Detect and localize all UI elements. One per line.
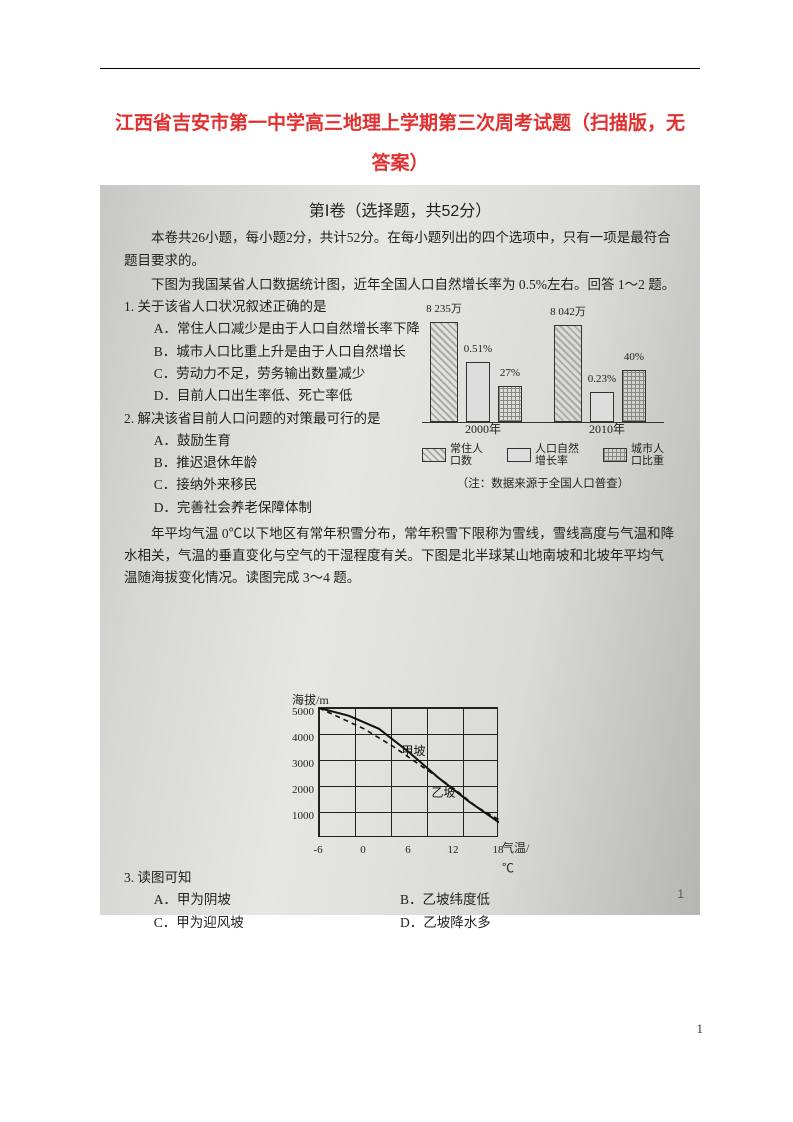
legend-pop: 常住人口数 xyxy=(422,443,483,467)
header-rule xyxy=(100,68,700,69)
title-line-1: 江西省吉安市第一中学高三地理上学期第三次周考试题（扫描版，无 xyxy=(100,104,700,144)
legend-city: 城市人口比重 xyxy=(603,443,664,467)
bar-pop-2010 xyxy=(554,325,582,422)
bar-city-2000 xyxy=(498,386,522,422)
bar-chart-note: （注：数据来源于全国人口普查） xyxy=(408,475,678,494)
population-bar-chart: 8 235万 0.51% 27% 2000年 8 042万 0.23% 40% … xyxy=(408,303,678,503)
scan-page-number: 1 xyxy=(677,885,684,905)
year-2000-label: 2000年 xyxy=(465,420,501,440)
xtick-n6: -6 xyxy=(313,841,322,859)
section-header: 第Ⅰ卷（选择题，共52分） xyxy=(124,199,676,225)
legend-nat-swatch xyxy=(507,448,531,462)
bar-nat-2010 xyxy=(590,392,614,422)
scanned-page: 第Ⅰ卷（选择题，共52分） 本卷共26小题，每小题2分，共计52分。在每小题列出… xyxy=(100,185,700,915)
pop-2010-label: 8 042万 xyxy=(550,303,586,321)
yi-label: 乙坡 xyxy=(432,785,456,799)
bar-legend: 常住人口数 人口自然增长率 城市人口比重 xyxy=(422,443,664,467)
q3-option-a: A．甲为阴坡 xyxy=(124,889,400,911)
bar-pop-2000 xyxy=(430,322,458,422)
ytick-1000: 1000 xyxy=(278,807,314,825)
city-2010-label: 40% xyxy=(624,348,644,366)
instructions: 本卷共26小题，每小题2分，共计52分。在每小题列出的四个选项中，只有一项是最符… xyxy=(124,227,676,272)
jia-series xyxy=(319,708,499,822)
yi-series xyxy=(319,708,499,820)
q3-option-c: C．甲为迎风坡 xyxy=(124,912,400,934)
document-title: 江西省吉安市第一中学高三地理上学期第三次周考试题（扫描版，无 答案） xyxy=(100,104,700,184)
legend-nat-text: 人口自然增长率 xyxy=(535,443,579,467)
bar-city-2010 xyxy=(622,370,646,422)
q3-option-b: B．乙坡纬度低 xyxy=(400,889,676,911)
xtick-0: 0 xyxy=(360,841,366,859)
ytick-2000: 2000 xyxy=(278,781,314,799)
page-number: 1 xyxy=(697,1021,704,1037)
q3-stem: 3. 读图可知 xyxy=(124,867,676,889)
xtick-12: 12 xyxy=(448,841,459,859)
bar-plot-area: 8 235万 0.51% 27% 2000年 8 042万 0.23% 40% … xyxy=(422,303,664,423)
nat-2010-label: 0.23% xyxy=(588,370,616,388)
q3-q4-intro: 年平均气温 0℃以下地区有常年积雪分布，常年积雪下限称为雪线，雪线高度与气温和降… xyxy=(124,523,676,590)
line-svg: 甲坡 乙坡 xyxy=(319,708,499,838)
ytick-5000: 5000 xyxy=(278,703,314,721)
legend-city-swatch xyxy=(603,448,627,462)
q1-q2-intro: 下图为我国某省人口数据统计图，近年全国人口自然增长率为 0.5%左右。回答 1～… xyxy=(124,274,676,296)
q3-block: 3. 读图可知 A．甲为阴坡 B．乙坡纬度低 C．甲为迎风坡 D．乙坡降水多 xyxy=(124,867,676,934)
ytick-4000: 4000 xyxy=(278,729,314,747)
snowline-line-chart: 海拔/m 甲坡 乙坡 5000 4000 3000 2000 1000 -6 0… xyxy=(270,693,530,868)
city-2000-label: 27% xyxy=(500,364,520,382)
legend-pop-text: 常住人口数 xyxy=(450,443,483,467)
year-2010-label: 2010年 xyxy=(589,420,625,440)
pop-2000-label: 8 235万 xyxy=(426,300,462,318)
xtick-6: 6 xyxy=(405,841,411,859)
bar-nat-2000 xyxy=(466,362,490,422)
legend-nat: 人口自然增长率 xyxy=(507,443,579,467)
q3-option-d: D．乙坡降水多 xyxy=(400,912,676,934)
ytick-3000: 3000 xyxy=(278,755,314,773)
line-grid: 甲坡 乙坡 xyxy=(318,707,498,837)
title-line-2: 答案） xyxy=(100,144,700,184)
jia-label: 甲坡 xyxy=(402,744,426,758)
legend-city-text: 城市人口比重 xyxy=(631,443,664,467)
legend-pop-swatch xyxy=(422,448,446,462)
nat-2000-label: 0.51% xyxy=(464,340,492,358)
